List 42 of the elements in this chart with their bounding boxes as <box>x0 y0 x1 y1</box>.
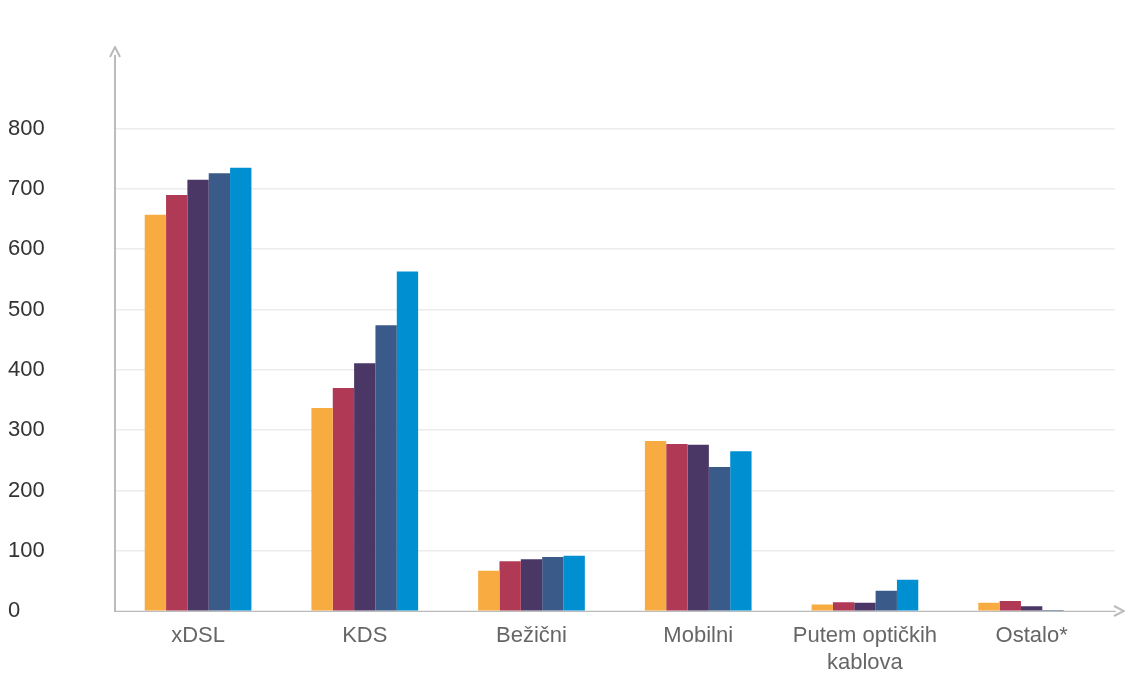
bar <box>854 602 876 611</box>
bar <box>332 387 355 611</box>
bar <box>208 173 231 611</box>
bar <box>999 600 1021 611</box>
y-tick-label: 0 <box>8 597 21 623</box>
bar <box>687 444 709 611</box>
bar <box>187 179 209 611</box>
bar <box>478 570 500 611</box>
y-tick-label: 100 <box>8 536 45 562</box>
y-tick-label: 600 <box>8 235 45 261</box>
bar <box>730 451 752 611</box>
bar <box>666 444 688 611</box>
bar <box>896 579 919 611</box>
bar <box>311 407 333 611</box>
x-tick-label: Bežični <box>496 622 567 648</box>
bar <box>354 363 376 611</box>
bar <box>708 467 731 611</box>
bar <box>499 561 521 611</box>
x-tick-label: KDS <box>342 622 388 648</box>
bar <box>563 555 585 611</box>
y-tick-label: 200 <box>8 476 45 502</box>
x-tick-label: Putem optičkih kablova <box>792 622 938 674</box>
x-tick-label: Ostalo* <box>995 622 1069 648</box>
y-tick-label: 400 <box>8 355 45 381</box>
bar <box>375 325 397 611</box>
y-tick-label: 300 <box>8 416 45 442</box>
y-tick-label: 800 <box>8 114 45 140</box>
bar <box>978 602 1000 611</box>
bar <box>144 214 167 611</box>
y-tick-label: 700 <box>8 174 45 200</box>
bar <box>166 194 188 611</box>
bar <box>542 556 564 611</box>
bar <box>644 441 667 611</box>
bar <box>520 559 543 611</box>
bar <box>875 590 897 611</box>
x-tick-label: Mobilni <box>663 622 734 648</box>
bar <box>1020 606 1043 611</box>
bar <box>396 271 419 611</box>
y-tick-label: 500 <box>8 295 45 321</box>
bar <box>832 602 855 611</box>
x-tick-label: xDSL <box>171 622 225 648</box>
bar <box>230 167 252 611</box>
